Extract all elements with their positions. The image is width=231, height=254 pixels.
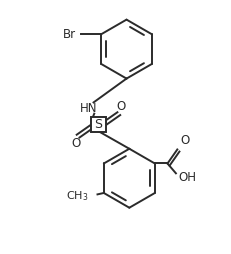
Text: Br: Br bbox=[62, 28, 75, 41]
Text: HN: HN bbox=[79, 102, 97, 115]
Text: S: S bbox=[94, 118, 102, 131]
Text: OH: OH bbox=[178, 171, 196, 184]
Text: O: O bbox=[116, 100, 125, 113]
Text: CH$_3$: CH$_3$ bbox=[66, 189, 88, 203]
FancyBboxPatch shape bbox=[91, 117, 105, 132]
Text: O: O bbox=[71, 137, 80, 150]
Text: O: O bbox=[179, 134, 188, 147]
